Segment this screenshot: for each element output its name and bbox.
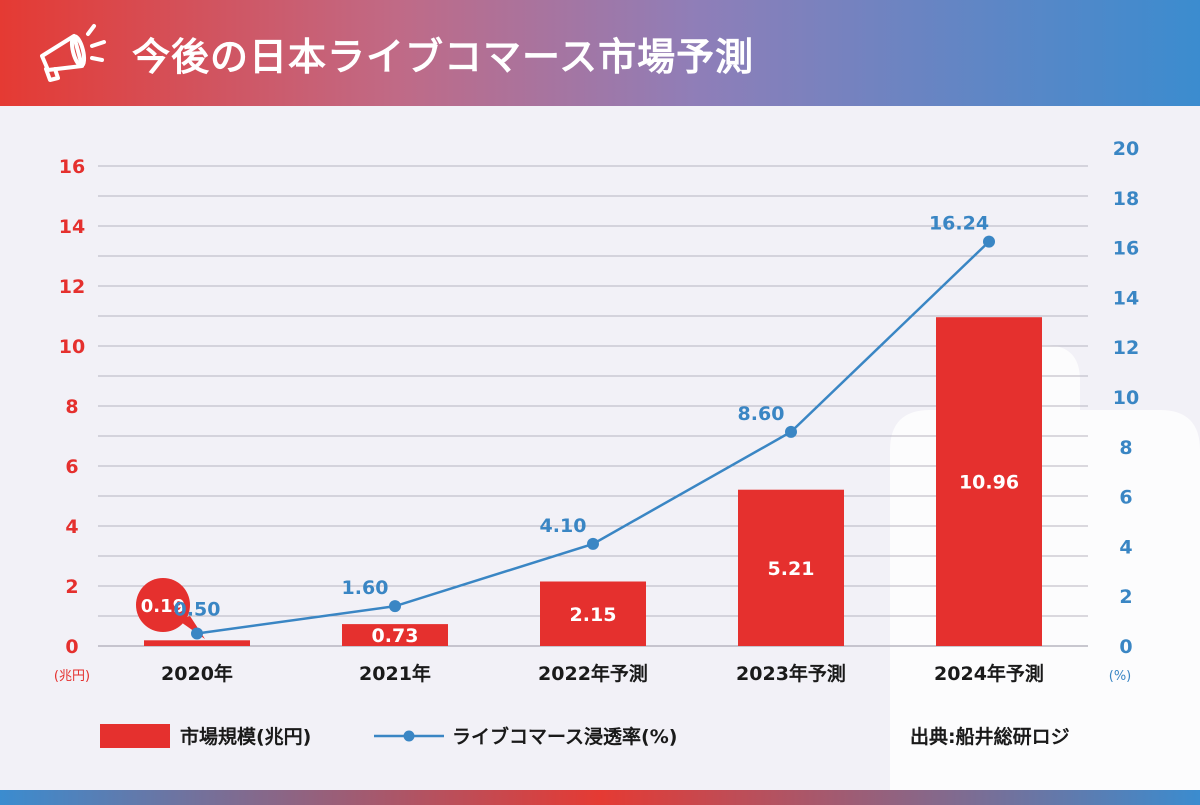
bar-label: 0.73 — [372, 625, 419, 647]
left-axis-tick: 12 — [59, 276, 85, 298]
left-axis-unit: (兆円) — [54, 669, 90, 684]
line-label: 4.10 — [540, 515, 587, 537]
penetration-line — [196, 240, 990, 635]
left-axis-tick: 8 — [65, 396, 78, 418]
legend-bar-label: 市場規模(兆円) — [180, 726, 312, 748]
right-axis-tick: 8 — [1119, 437, 1132, 459]
line-label: 1.60 — [342, 577, 389, 599]
left-axis-tick: 14 — [59, 216, 85, 238]
bar-label: 0.19 — [141, 596, 185, 617]
bar-label-callout — [136, 578, 190, 632]
bar-label: 10.96 — [959, 472, 1019, 494]
left-axis-tick: 0 — [65, 636, 78, 658]
legend-line-label: ライブコマース浸透率(%) — [452, 726, 678, 748]
right-axis-tick: 10 — [1113, 387, 1139, 409]
bar-label: 5.21 — [768, 558, 815, 580]
left-axis-tick: 4 — [65, 516, 78, 538]
page-title: 今後の日本ライブコマース市場予測 — [132, 35, 755, 79]
right-axis-tick: 6 — [1119, 487, 1132, 509]
line-point — [785, 425, 797, 438]
line-label: 8.60 — [738, 403, 785, 425]
right-axis-tick: 0 — [1119, 636, 1132, 658]
megaphone-icon — [40, 24, 106, 82]
left-axis-tick: 6 — [65, 456, 78, 478]
bar — [144, 640, 250, 646]
footer-bar — [0, 790, 1200, 805]
line-point — [587, 537, 599, 550]
legend-bar-swatch — [100, 724, 170, 748]
x-axis-tick: 2020年 — [161, 662, 233, 685]
bar — [738, 489, 844, 646]
legend-line-swatch — [374, 730, 444, 742]
line-label: 16.24 — [929, 213, 989, 235]
right-axis-tick: 20 — [1113, 138, 1139, 160]
right-axis-tick: 12 — [1113, 337, 1139, 359]
x-axis-tick: 2021年 — [359, 662, 431, 685]
line-label: 0.50 — [174, 599, 221, 621]
left-axis-tick: 10 — [59, 336, 85, 358]
line-point — [389, 600, 401, 613]
line-point — [983, 235, 995, 248]
right-axis-tick: 18 — [1113, 188, 1139, 210]
source-note: 出典:船井総研ロジ — [910, 726, 1070, 748]
right-axis-tick: 16 — [1113, 238, 1139, 260]
left-axis-tick: 2 — [65, 576, 78, 598]
bar — [936, 317, 1042, 646]
bar — [342, 624, 448, 646]
right-axis-unit: (%) — [1109, 669, 1132, 684]
line-point — [191, 627, 203, 640]
right-axis-tick: 2 — [1119, 586, 1132, 608]
header-banner: 今後の日本ライブコマース市場予測 — [0, 0, 1200, 106]
right-axis-tick: 4 — [1119, 536, 1132, 558]
left-axis-tick: 16 — [59, 156, 85, 178]
bar-label: 2.15 — [570, 604, 617, 626]
right-axis-tick: 14 — [1113, 287, 1139, 309]
x-axis-tick: 2024年予測 — [934, 662, 1044, 685]
x-axis-tick: 2022年予測 — [538, 662, 648, 685]
bar — [540, 581, 646, 646]
x-axis-tick: 2023年予測 — [736, 662, 846, 685]
